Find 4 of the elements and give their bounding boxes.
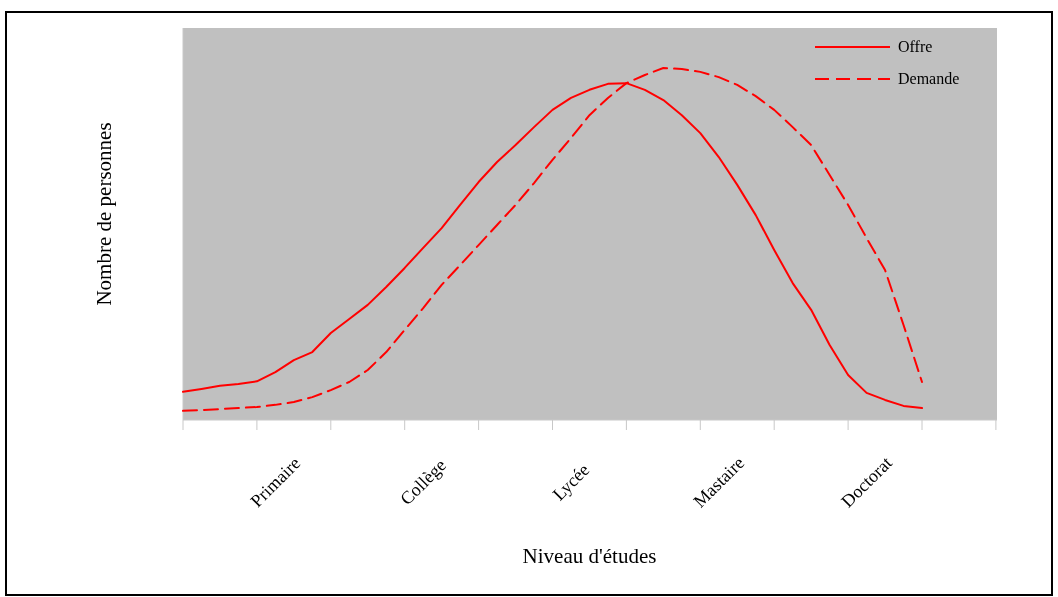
legend-label: Offre	[898, 38, 933, 55]
x-axis-title: Niveau d'études	[522, 544, 657, 568]
legend-label: Demande	[898, 70, 960, 87]
y-axis-title: Nombre de personnes	[92, 122, 116, 306]
